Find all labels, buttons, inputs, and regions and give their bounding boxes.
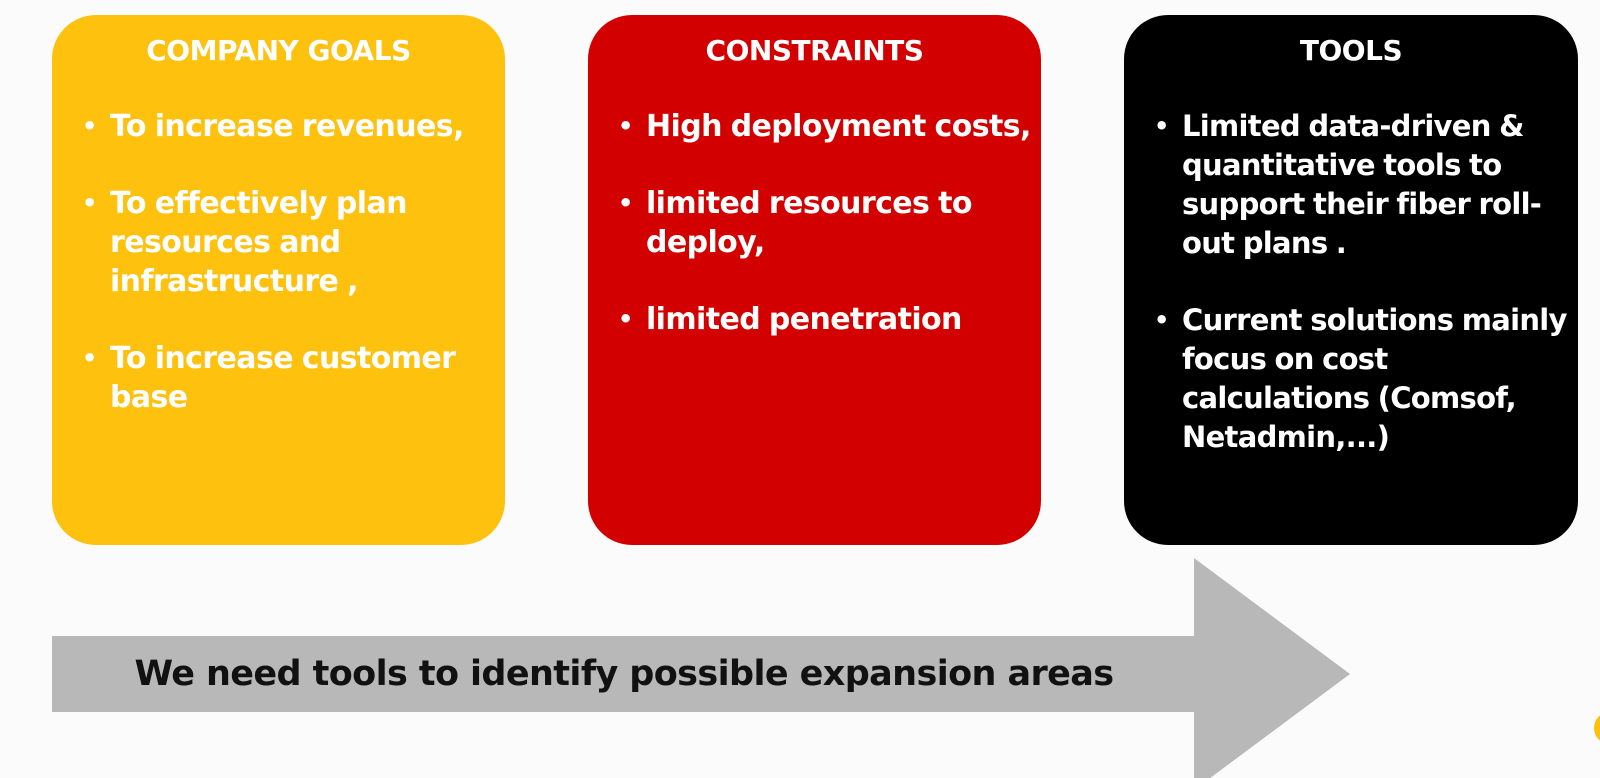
- list-item: • To effectively plan resources and infra…: [82, 184, 497, 301]
- list-item-text: limited resources to deploy,: [646, 186, 972, 260]
- tools-list: • Limited data-driven & quantitative tool…: [1154, 107, 1574, 495]
- list-item: • Limited data-driven & quantitative tool…: [1154, 107, 1574, 263]
- bullet-icon: •: [82, 344, 97, 372]
- corner-dot-icon: [1594, 712, 1600, 744]
- list-item: • limited resources to deploy,: [618, 184, 1033, 262]
- company-goals-title: COMPANY GOALS: [146, 34, 411, 67]
- bullet-icon: •: [1154, 112, 1169, 140]
- right-arrow-icon: [52, 558, 1350, 778]
- arrow-caption: We need tools to identify possible expan…: [134, 654, 1114, 694]
- bullet-icon: •: [618, 112, 633, 140]
- company-goals-card: COMPANY GOALS • To increase revenues, • To…: [52, 15, 505, 545]
- bullet-icon: •: [82, 112, 97, 140]
- list-item: • High deployment costs,: [618, 107, 1033, 146]
- list-item-text: High deployment costs,: [646, 109, 1031, 144]
- list-item: • To increase revenues,: [82, 107, 497, 146]
- list-item-text: limited penetration: [646, 302, 962, 337]
- list-item: • Current solutions mainly focus on cost …: [1154, 301, 1574, 457]
- constraints-title: CONSTRAINTS: [705, 34, 924, 67]
- tools-card: TOOLS • Limited data-driven & quantitativ…: [1124, 15, 1578, 545]
- constraints-card: CONSTRAINTS • High deployment costs, • li…: [588, 15, 1041, 545]
- list-item-text: To increase revenues,: [110, 109, 464, 144]
- list-item-text: Current solutions mainly focus on cost c…: [1182, 303, 1567, 454]
- bullet-icon: •: [618, 189, 633, 217]
- list-item-text: To increase customer base: [110, 341, 456, 415]
- list-item: • limited penetration: [618, 300, 1033, 339]
- bullet-icon: •: [618, 305, 633, 333]
- list-item-text: Limited data-driven & quantitative tools…: [1182, 109, 1542, 260]
- list-item-text: To effectively plan resources and infras…: [110, 186, 407, 299]
- constraints-list: • High deployment costs, • limited resour…: [618, 107, 1033, 377]
- tools-title: TOOLS: [1299, 34, 1403, 67]
- bullet-icon: •: [82, 189, 97, 217]
- list-item: • To increase customer base: [82, 339, 497, 417]
- company-goals-list: • To increase revenues, • To effectively p…: [82, 107, 497, 455]
- bullet-icon: •: [1154, 306, 1169, 334]
